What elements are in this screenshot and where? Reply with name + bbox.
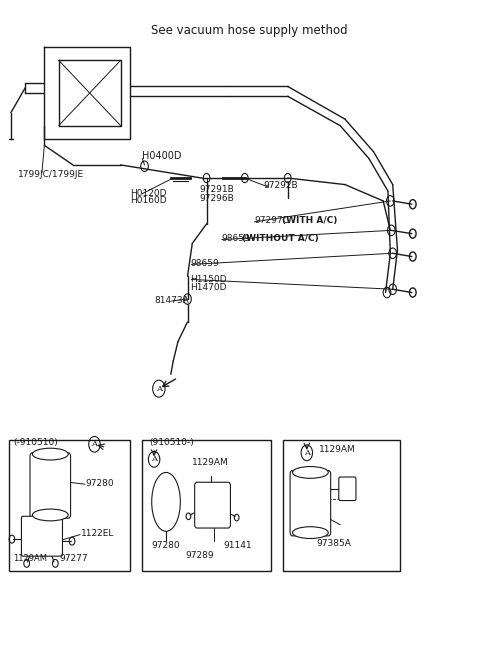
- Text: H0120D: H0120D: [130, 189, 167, 198]
- Text: (WITHOUT A/C): (WITHOUT A/C): [242, 234, 319, 242]
- Text: 97289: 97289: [185, 551, 214, 560]
- Text: 1129AM: 1129AM: [192, 458, 229, 467]
- FancyBboxPatch shape: [22, 516, 62, 556]
- Text: 98659: 98659: [221, 234, 250, 242]
- FancyBboxPatch shape: [195, 482, 230, 528]
- Text: (-910510): (-910510): [13, 438, 58, 447]
- Ellipse shape: [152, 472, 180, 532]
- FancyBboxPatch shape: [30, 453, 71, 518]
- Text: 1122EL: 1122EL: [81, 530, 114, 539]
- Text: A: A: [156, 385, 162, 393]
- Text: 91141: 91141: [223, 541, 252, 550]
- Text: H1150D: H1150D: [190, 275, 227, 284]
- Ellipse shape: [292, 466, 328, 478]
- Text: 98659: 98659: [190, 259, 219, 267]
- Text: 97385A: 97385A: [316, 539, 351, 547]
- Text: A: A: [92, 440, 97, 448]
- Text: A: A: [304, 449, 310, 457]
- Text: 97296B: 97296B: [199, 194, 234, 203]
- Text: 97277: 97277: [60, 555, 88, 563]
- Text: 1129AM: 1129AM: [13, 555, 48, 563]
- FancyBboxPatch shape: [142, 440, 271, 570]
- Text: 97292B: 97292B: [264, 181, 299, 191]
- Text: 97280: 97280: [152, 541, 180, 550]
- Text: A: A: [151, 455, 157, 463]
- FancyBboxPatch shape: [9, 440, 130, 570]
- Text: H1470D: H1470D: [190, 283, 227, 292]
- Ellipse shape: [33, 448, 68, 460]
- FancyBboxPatch shape: [339, 477, 356, 501]
- Text: H0400D: H0400D: [142, 152, 181, 162]
- Text: 1129AM: 1129AM: [319, 445, 356, 454]
- Text: H0160D: H0160D: [130, 196, 167, 206]
- Text: 1799JC/1799JE: 1799JC/1799JE: [18, 170, 84, 179]
- Text: 97280: 97280: [86, 479, 115, 488]
- Text: See vacuum hose supply method: See vacuum hose supply method: [151, 24, 348, 37]
- Text: (WITH A/C): (WITH A/C): [282, 216, 337, 225]
- Text: 81473A: 81473A: [154, 296, 189, 305]
- Text: 97297C: 97297C: [254, 216, 289, 225]
- FancyBboxPatch shape: [283, 440, 400, 570]
- Ellipse shape: [33, 509, 68, 521]
- Text: (910510-): (910510-): [149, 438, 194, 447]
- Text: 97291B: 97291B: [199, 185, 234, 194]
- Ellipse shape: [292, 527, 328, 539]
- FancyBboxPatch shape: [290, 470, 331, 536]
